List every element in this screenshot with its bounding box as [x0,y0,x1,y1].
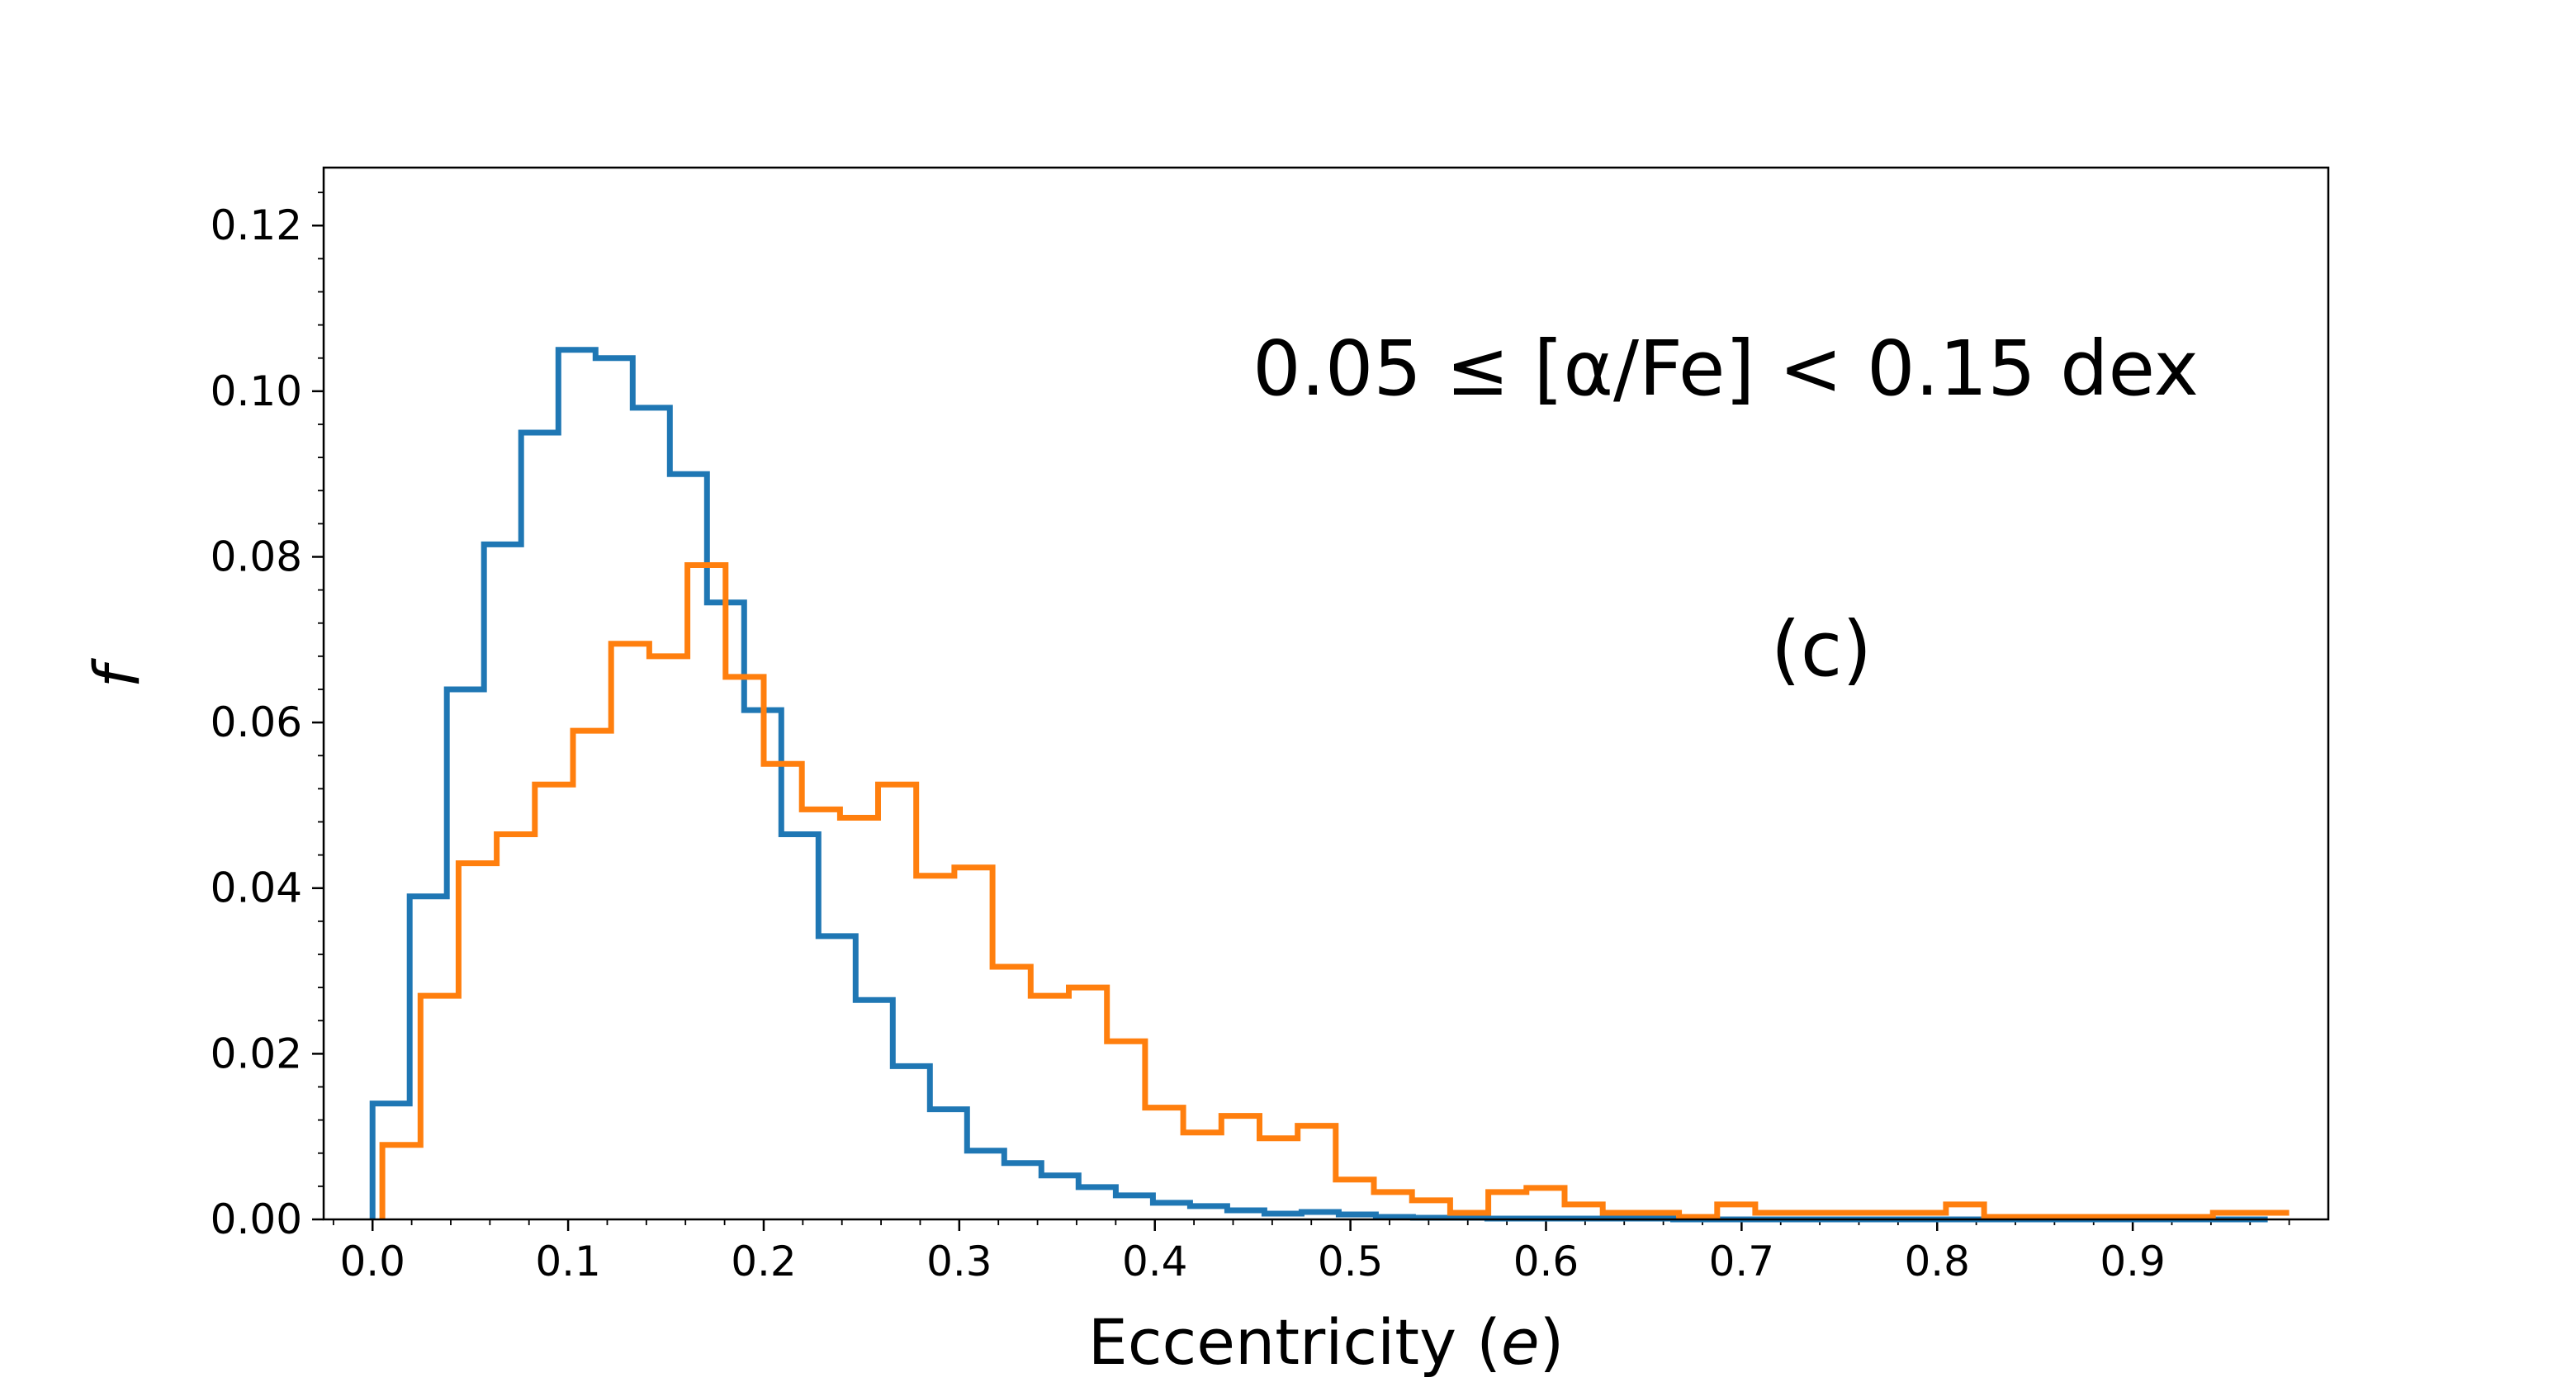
x-tick-label: 0.8 [1904,1238,1970,1285]
y-tick-label: 0.00 [211,1195,302,1243]
y-axis-label: f [80,657,154,688]
x-tick-label: 0.0 [339,1238,405,1285]
series-blue-histogram [369,347,2268,1223]
x-tick-label: 0.9 [2100,1238,2166,1285]
x-tick-label: 0.2 [731,1238,797,1285]
y-tick-label: 0.10 [211,367,302,415]
y-tick-label: 0.04 [211,864,302,912]
y-tick-label: 0.02 [211,1030,302,1077]
series-orange-histogram [379,562,2290,1220]
x-tick-label: 0.4 [1122,1238,1188,1285]
x-tick-label: 0.5 [1318,1238,1384,1285]
y-tick-label: 0.06 [211,698,302,746]
tick-labels: 0.0 0.1 0.2 0.3 0.4 0.5 0.6 0.7 0.8 0.9 0.00 0.02 0.… [211,201,2166,1285]
y-tick-label: 0.08 [211,533,302,580]
x-tick-label: 0.1 [535,1238,601,1285]
panel-label: (c) [1771,605,1872,694]
major-ticks [312,224,2134,1231]
x-tick-label: 0.3 [926,1238,992,1285]
alpha-fe-range-annotation: 0.05 ≤ [α/Fe] < 0.15 dex [1252,324,2199,413]
series-layer [369,347,2290,1223]
y-tick-label: 0.12 [211,201,302,249]
x-axis-label: Eccentricity (e) [1088,1305,1565,1379]
x-tick-label: 0.6 [1513,1238,1579,1285]
x-tick-label: 0.7 [1709,1238,1775,1285]
plot-frame [322,166,2330,1221]
